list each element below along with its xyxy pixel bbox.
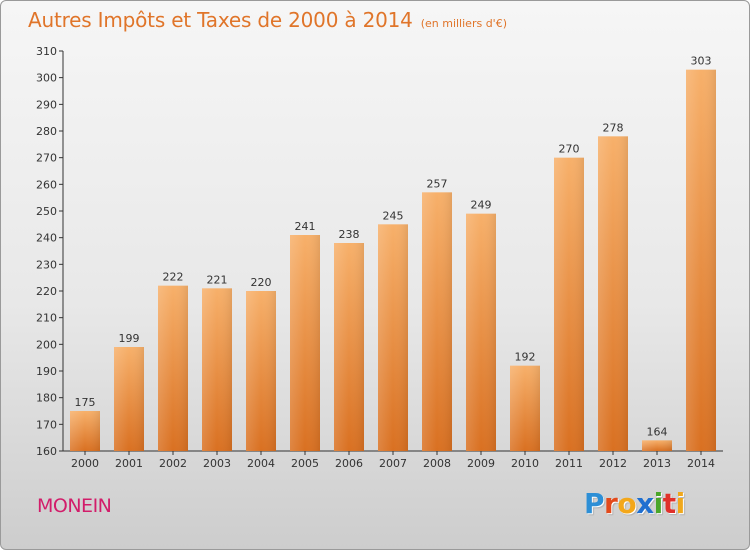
bar-shading	[378, 224, 408, 451]
proxiti-logo: Proxiti	[584, 487, 685, 520]
bar-value-label: 164	[647, 425, 668, 438]
bar-value-label: 249	[471, 199, 492, 212]
x-tick-label: 2005	[291, 457, 319, 470]
y-tick-label: 180	[36, 392, 57, 405]
x-tick-label: 2006	[335, 457, 363, 470]
y-tick-label: 240	[36, 232, 57, 245]
x-tick-label: 2009	[467, 457, 495, 470]
bar-shading	[510, 365, 540, 451]
bar-value-label: 241	[295, 220, 316, 233]
bar-value-label: 220	[251, 276, 272, 289]
bar-shading	[422, 192, 452, 452]
bar-shading	[290, 235, 320, 451]
bar-shading	[246, 291, 276, 451]
bar-value-label: 245	[383, 209, 404, 222]
y-tick-label: 280	[36, 125, 57, 138]
bar-value-label: 238	[339, 228, 360, 241]
bar-shading	[334, 243, 364, 451]
bar-shading	[202, 288, 232, 451]
bar-value-label: 192	[515, 351, 536, 364]
bar-value-label: 270	[559, 143, 580, 156]
y-tick-label: 310	[36, 45, 57, 58]
bar-value-label: 278	[603, 121, 624, 134]
y-tick-label: 260	[36, 178, 57, 191]
bar-shading	[642, 440, 672, 451]
y-tick-label: 290	[36, 98, 57, 111]
x-tick-label: 2003	[203, 457, 231, 470]
chart-title-block: Autres Impôts et Taxes de 2000 à 2014 (en…	[28, 8, 507, 32]
chart-subtitle: (en milliers d'€)	[420, 17, 507, 30]
x-tick-label: 2007	[379, 457, 407, 470]
bar-shading	[598, 136, 628, 452]
bar-shading	[114, 347, 144, 451]
y-tick-label: 200	[36, 338, 57, 351]
bar-shading	[466, 213, 496, 451]
y-tick-label: 220	[36, 285, 57, 298]
x-tick-label: 2011	[555, 457, 583, 470]
x-tick-label: 2012	[599, 457, 627, 470]
x-tick-label: 2010	[511, 457, 539, 470]
bar-value-label: 199	[119, 332, 140, 345]
y-tick-label: 190	[36, 365, 57, 378]
y-tick-label: 270	[36, 152, 57, 165]
x-tick-label: 2014	[687, 457, 715, 470]
bar-shading	[70, 411, 100, 451]
y-tick-label: 230	[36, 258, 57, 271]
x-tick-label: 2004	[247, 457, 275, 470]
bar-value-label: 222	[163, 271, 184, 284]
x-tick-label: 2001	[115, 457, 143, 470]
y-tick-label: 170	[36, 418, 57, 431]
x-tick-label: 2008	[423, 457, 451, 470]
bar-value-label: 175	[75, 396, 96, 409]
bar-value-label: 221	[207, 273, 228, 286]
y-tick-label: 250	[36, 205, 57, 218]
bar-value-label: 257	[427, 177, 448, 190]
bar-shading	[554, 157, 584, 451]
bar-shading	[158, 285, 188, 451]
y-tick-label: 210	[36, 312, 57, 325]
x-tick-label: 2013	[643, 457, 671, 470]
location-label: MONEIN	[37, 495, 112, 517]
x-tick-label: 2002	[159, 457, 187, 470]
x-tick-label: 2000	[71, 457, 99, 470]
y-tick-label: 160	[36, 445, 57, 458]
y-tick-label: 300	[36, 72, 57, 85]
bar-shading	[686, 69, 716, 452]
chart-title: Autres Impôts et Taxes de 2000 à 2014	[28, 8, 413, 32]
bar-value-label: 303	[691, 55, 712, 68]
